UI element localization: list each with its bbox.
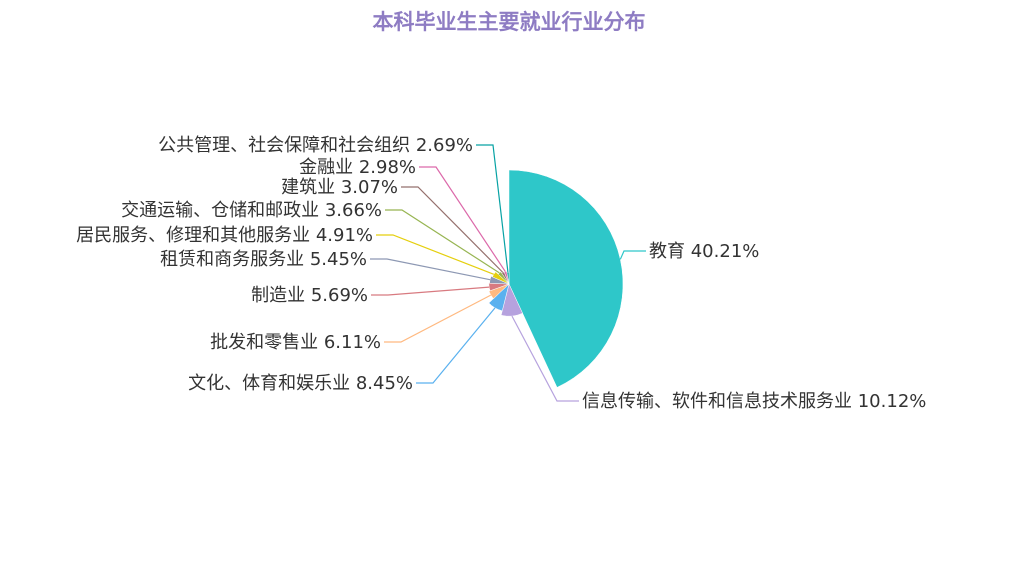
slice-category: 建筑业 (281, 177, 341, 198)
pie-slice[interactable] (488, 283, 510, 299)
slice-category: 公共管理、社会保障和社会组织 (158, 135, 416, 156)
label-leader-line (401, 186, 504, 273)
slice-percent: 5.45% (310, 249, 367, 270)
slice-category: 交通运输、仓储和邮政业 (121, 200, 325, 221)
slice-percent: 5.69% (311, 285, 368, 306)
slice-label: 交通运输、仓储和邮政业 3.66% (121, 200, 382, 221)
label-leader-line (619, 250, 646, 260)
pie-slice[interactable] (500, 283, 523, 317)
slice-percent: 2.98% (359, 157, 416, 178)
slice-category: 制造业 (251, 285, 311, 306)
pie-slice[interactable] (506, 271, 510, 285)
slice-label: 居民服务、修理和其他服务业 4.91% (76, 225, 373, 246)
pie-slice[interactable] (492, 271, 510, 285)
slice-category: 批发和零售业 (210, 332, 324, 353)
slice-percent: 40.21% (691, 241, 760, 262)
pie-slice[interactable] (508, 169, 624, 388)
slice-category: 信息传输、软件和信息技术服务业 (582, 391, 858, 412)
label-leader-line (419, 166, 506, 273)
slice-percent: 6.11% (324, 332, 381, 353)
slice-label: 信息传输、软件和信息技术服务业 10.12% (582, 391, 926, 412)
slice-category: 金融业 (299, 157, 359, 178)
pie-slice[interactable] (503, 271, 510, 285)
label-leader-line (371, 286, 490, 296)
slice-label: 建筑业 3.07% (281, 177, 398, 198)
slice-percent: 8.45% (356, 373, 413, 394)
slice-label: 文化、体育和娱乐业 8.45% (188, 373, 413, 394)
slice-percent: 2.69% (416, 135, 473, 156)
slice-category: 居民服务、修理和其他服务业 (76, 225, 316, 246)
slice-label: 租赁和商务服务业 5.45% (160, 249, 367, 270)
slice-category: 教育 (649, 241, 691, 262)
slice-label: 制造业 5.69% (251, 285, 368, 306)
slice-percent: 3.07% (341, 177, 398, 198)
slice-percent: 3.66% (325, 200, 382, 221)
slice-label: 金融业 2.98% (299, 157, 416, 178)
label-leader-line (416, 307, 496, 384)
label-leader-line (384, 294, 492, 343)
label-leader-line (511, 315, 579, 402)
label-leader-line (376, 234, 495, 275)
pie-slice[interactable] (488, 283, 510, 312)
slice-label: 教育 40.21% (649, 241, 759, 262)
label-leader-line (476, 144, 509, 273)
slice-percent: 4.91% (316, 225, 373, 246)
slice-label: 公共管理、社会保障和社会组织 2.69% (158, 135, 473, 156)
label-leader-line (385, 209, 500, 274)
label-leader-line (370, 258, 491, 281)
pie-slice[interactable] (497, 271, 510, 285)
slice-category: 租赁和商务服务业 (160, 249, 310, 270)
slice-category: 文化、体育和娱乐业 (188, 373, 356, 394)
chart-title: 本科毕业生主要就业行业分布 (372, 10, 646, 34)
slice-percent: 10.12% (858, 391, 927, 412)
slice-label: 批发和零售业 6.11% (210, 332, 381, 353)
